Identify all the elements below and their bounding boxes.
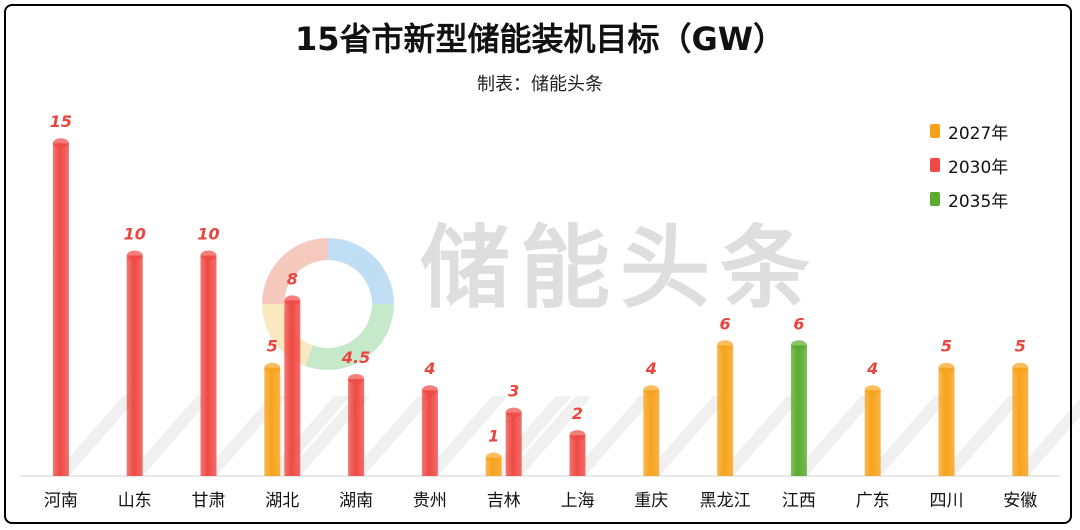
data-label-广东-2027: 4 <box>866 359 878 378</box>
bar-吉林-2027 <box>485 457 502 476</box>
data-label-湖北-2027: 5 <box>267 337 278 356</box>
data-label-四川-2027: 5 <box>941 337 952 356</box>
x-tick-label-山东: 山东 <box>118 491 152 511</box>
x-tick-label-重庆: 重庆 <box>634 491 668 511</box>
x-tick-label-广东: 广东 <box>856 491 890 511</box>
chart-title: 15省市新型储能装机目标（GW） <box>294 20 786 58</box>
bar-shadow <box>643 396 730 476</box>
bar-吉林-2030 <box>505 412 522 476</box>
bar-shadow <box>505 396 592 476</box>
data-label-上海-2030: 2 <box>572 404 583 423</box>
data-label-湖北-2030: 8 <box>287 269 298 288</box>
bar-江西-2035 <box>790 345 807 476</box>
legend-swatch-2035 <box>930 192 940 206</box>
bar-四川-2027-cap <box>938 362 955 373</box>
bar-shadow <box>348 396 435 476</box>
data-label-甘肃-2030: 10 <box>197 224 219 243</box>
bar-上海-2030-cap <box>569 430 586 441</box>
x-tick-label-四川: 四川 <box>930 491 964 511</box>
data-label-吉林-2027: 1 <box>488 427 499 446</box>
x-tick-label-上海: 上海 <box>561 491 595 511</box>
x-tick-label-安徽: 安徽 <box>1003 491 1037 511</box>
bar-重庆-2027 <box>643 390 660 476</box>
bar-shadow <box>1012 398 1080 476</box>
x-tick-label-甘肃: 甘肃 <box>192 491 226 511</box>
watermark-text: 储能头条 <box>420 216 820 321</box>
data-label-河南-2030: 15 <box>50 112 72 131</box>
legend-swatch-2030 <box>930 158 940 172</box>
data-label-黑龙江-2027: 6 <box>720 314 731 333</box>
bar-重庆-2027-cap <box>643 385 660 396</box>
bar-黑龙江-2027 <box>717 345 734 476</box>
x-tick-label-吉林: 吉林 <box>487 491 521 511</box>
bar-贵州-2030-cap <box>421 385 438 396</box>
bar-安徽-2027-cap <box>1012 362 1029 373</box>
bar-shadow <box>864 396 951 476</box>
x-tick-label-黑龙江: 黑龙江 <box>700 491 751 511</box>
legend-item-2030: 2030年 <box>930 148 1008 182</box>
chart-subtitle: 制表：储能头条 <box>477 74 603 95</box>
bar-甘肃-2030-cap <box>200 250 217 261</box>
bar-shadow <box>790 396 877 476</box>
bar-山东-2030 <box>126 255 143 476</box>
bar-湖北-2027-cap <box>264 362 281 373</box>
data-label-湖南-2030: 4.5 <box>341 348 370 367</box>
data-label-吉林-2030: 3 <box>508 382 519 401</box>
legend-label-2030: 2030年 <box>948 157 1009 178</box>
bar-河南-2030 <box>52 143 69 476</box>
bar-江西-2035-cap <box>790 340 807 351</box>
bar-山东-2030-cap <box>126 250 143 261</box>
legend-item-2035: 2035年 <box>930 182 1008 216</box>
data-label-江西-2035: 6 <box>793 314 804 333</box>
bar-上海-2030 <box>569 435 586 476</box>
bar-吉林-2027-cap <box>485 452 502 463</box>
bar-湖北-2030-cap <box>284 295 301 306</box>
x-tick-label-湖南: 湖南 <box>339 491 373 511</box>
chart-frame <box>4 4 1072 524</box>
data-label-贵州-2030: 4 <box>423 359 435 378</box>
x-tick-label-河南: 河南 <box>44 491 78 511</box>
bar-湖北-2027 <box>264 367 281 476</box>
bar-shadow <box>569 396 656 476</box>
data-label-山东-2030: 10 <box>124 224 146 243</box>
data-label-安徽-2027: 5 <box>1015 337 1026 356</box>
bar-shadow <box>126 396 213 476</box>
bar-安徽-2027 <box>1012 367 1029 476</box>
data-label-重庆-2027: 4 <box>645 359 657 378</box>
legend-label-2027: 2027年 <box>948 123 1009 144</box>
bar-黑龙江-2027-cap <box>717 340 734 351</box>
x-tick-label-江西: 江西 <box>782 491 816 511</box>
bar-湖南-2030 <box>348 378 365 476</box>
bar-贵州-2030 <box>421 390 438 476</box>
bar-甘肃-2030 <box>200 255 217 476</box>
bar-湖南-2030-cap <box>348 373 365 384</box>
bar-湖北-2030 <box>284 300 301 476</box>
bar-河南-2030-cap <box>52 138 69 149</box>
bar-广东-2027-cap <box>864 385 881 396</box>
bar-广东-2027 <box>864 390 881 476</box>
legend-swatch-2027 <box>930 124 940 138</box>
legend-label-2035: 2035年 <box>948 191 1009 212</box>
legend-item-2027: 2027年 <box>930 114 1008 148</box>
x-tick-label-贵州: 贵州 <box>413 491 447 511</box>
bar-shadow <box>52 396 139 476</box>
bar-吉林-2030-cap <box>505 407 522 418</box>
bar-四川-2027 <box>938 367 955 476</box>
chart-legend: 2027年 2030年 2035年 <box>930 114 1008 216</box>
bar-shadow <box>938 396 1025 476</box>
bar-shadow <box>717 396 804 476</box>
x-tick-label-湖北: 湖北 <box>265 491 299 511</box>
bar-shadow <box>421 396 508 476</box>
